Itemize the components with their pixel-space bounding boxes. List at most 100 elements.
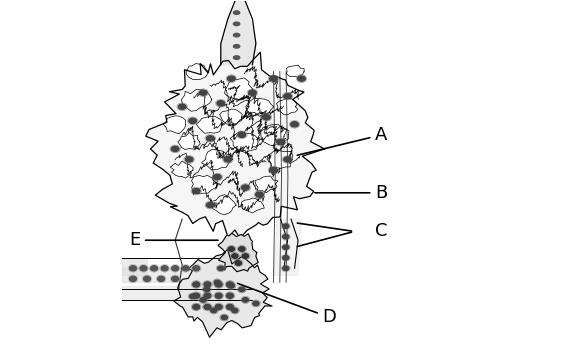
Ellipse shape [277,139,284,144]
Ellipse shape [224,157,232,162]
Polygon shape [178,132,200,149]
Ellipse shape [206,136,214,141]
Ellipse shape [210,308,217,313]
Ellipse shape [227,293,233,298]
Ellipse shape [283,224,289,228]
Text: C: C [375,222,388,240]
Ellipse shape [215,293,222,298]
Polygon shape [122,286,245,300]
Polygon shape [196,116,223,133]
Ellipse shape [291,122,298,127]
Ellipse shape [144,276,150,281]
Ellipse shape [130,276,136,281]
Ellipse shape [218,266,224,270]
Ellipse shape [256,192,263,197]
Polygon shape [267,150,293,169]
Ellipse shape [190,294,196,299]
Polygon shape [191,175,218,194]
Polygon shape [122,258,147,275]
Ellipse shape [185,157,193,162]
Ellipse shape [233,56,240,59]
Polygon shape [201,149,232,170]
Ellipse shape [150,266,158,271]
Ellipse shape [238,132,246,137]
Ellipse shape [161,266,168,271]
Ellipse shape [238,247,245,251]
Ellipse shape [130,266,136,271]
Ellipse shape [249,90,256,95]
Polygon shape [186,63,208,80]
Ellipse shape [233,11,240,15]
Ellipse shape [233,22,240,25]
Ellipse shape [178,104,186,109]
Ellipse shape [140,266,147,271]
Ellipse shape [242,298,249,302]
Polygon shape [224,78,253,99]
Ellipse shape [242,254,249,258]
Polygon shape [273,219,302,275]
Polygon shape [163,116,186,134]
Polygon shape [255,176,278,193]
Ellipse shape [242,185,249,190]
Polygon shape [241,198,264,213]
Ellipse shape [214,280,220,285]
Polygon shape [261,125,289,145]
Ellipse shape [233,33,240,37]
Polygon shape [277,98,298,115]
Ellipse shape [228,284,234,288]
Ellipse shape [270,76,277,81]
Text: D: D [237,283,337,326]
Polygon shape [231,131,258,153]
Ellipse shape [172,266,178,271]
Polygon shape [181,90,211,111]
Ellipse shape [217,101,224,106]
Ellipse shape [233,45,240,48]
Ellipse shape [204,304,211,310]
Ellipse shape [228,247,234,251]
Polygon shape [246,98,274,116]
Polygon shape [218,233,258,272]
Ellipse shape [204,282,211,287]
Ellipse shape [182,266,189,271]
Ellipse shape [283,234,289,239]
Ellipse shape [232,254,238,258]
Ellipse shape [199,90,207,95]
Ellipse shape [215,304,222,310]
Ellipse shape [263,115,270,120]
Polygon shape [210,195,236,215]
Polygon shape [122,268,252,282]
Ellipse shape [171,146,179,152]
Ellipse shape [283,266,289,270]
Ellipse shape [298,76,305,81]
Ellipse shape [200,298,206,302]
Text: B: B [315,184,388,202]
Text: E: E [129,231,218,249]
Ellipse shape [192,188,200,194]
Ellipse shape [158,276,164,281]
Ellipse shape [192,293,200,298]
Ellipse shape [284,93,291,99]
Ellipse shape [283,245,289,250]
Ellipse shape [227,304,233,310]
Ellipse shape [204,293,211,298]
Polygon shape [174,249,272,337]
Ellipse shape [204,287,210,292]
Polygon shape [286,65,304,77]
Ellipse shape [215,282,222,287]
Ellipse shape [227,76,235,81]
Polygon shape [171,161,193,178]
Ellipse shape [283,256,289,260]
Ellipse shape [172,276,178,281]
Ellipse shape [192,282,200,287]
Ellipse shape [189,118,196,124]
Ellipse shape [206,202,214,208]
Polygon shape [221,1,256,65]
Ellipse shape [213,175,221,179]
Ellipse shape [238,287,245,292]
Text: A: A [297,126,388,155]
Polygon shape [146,52,325,238]
Ellipse shape [284,157,291,162]
Ellipse shape [235,261,242,266]
Ellipse shape [270,167,277,173]
Ellipse shape [192,304,200,310]
